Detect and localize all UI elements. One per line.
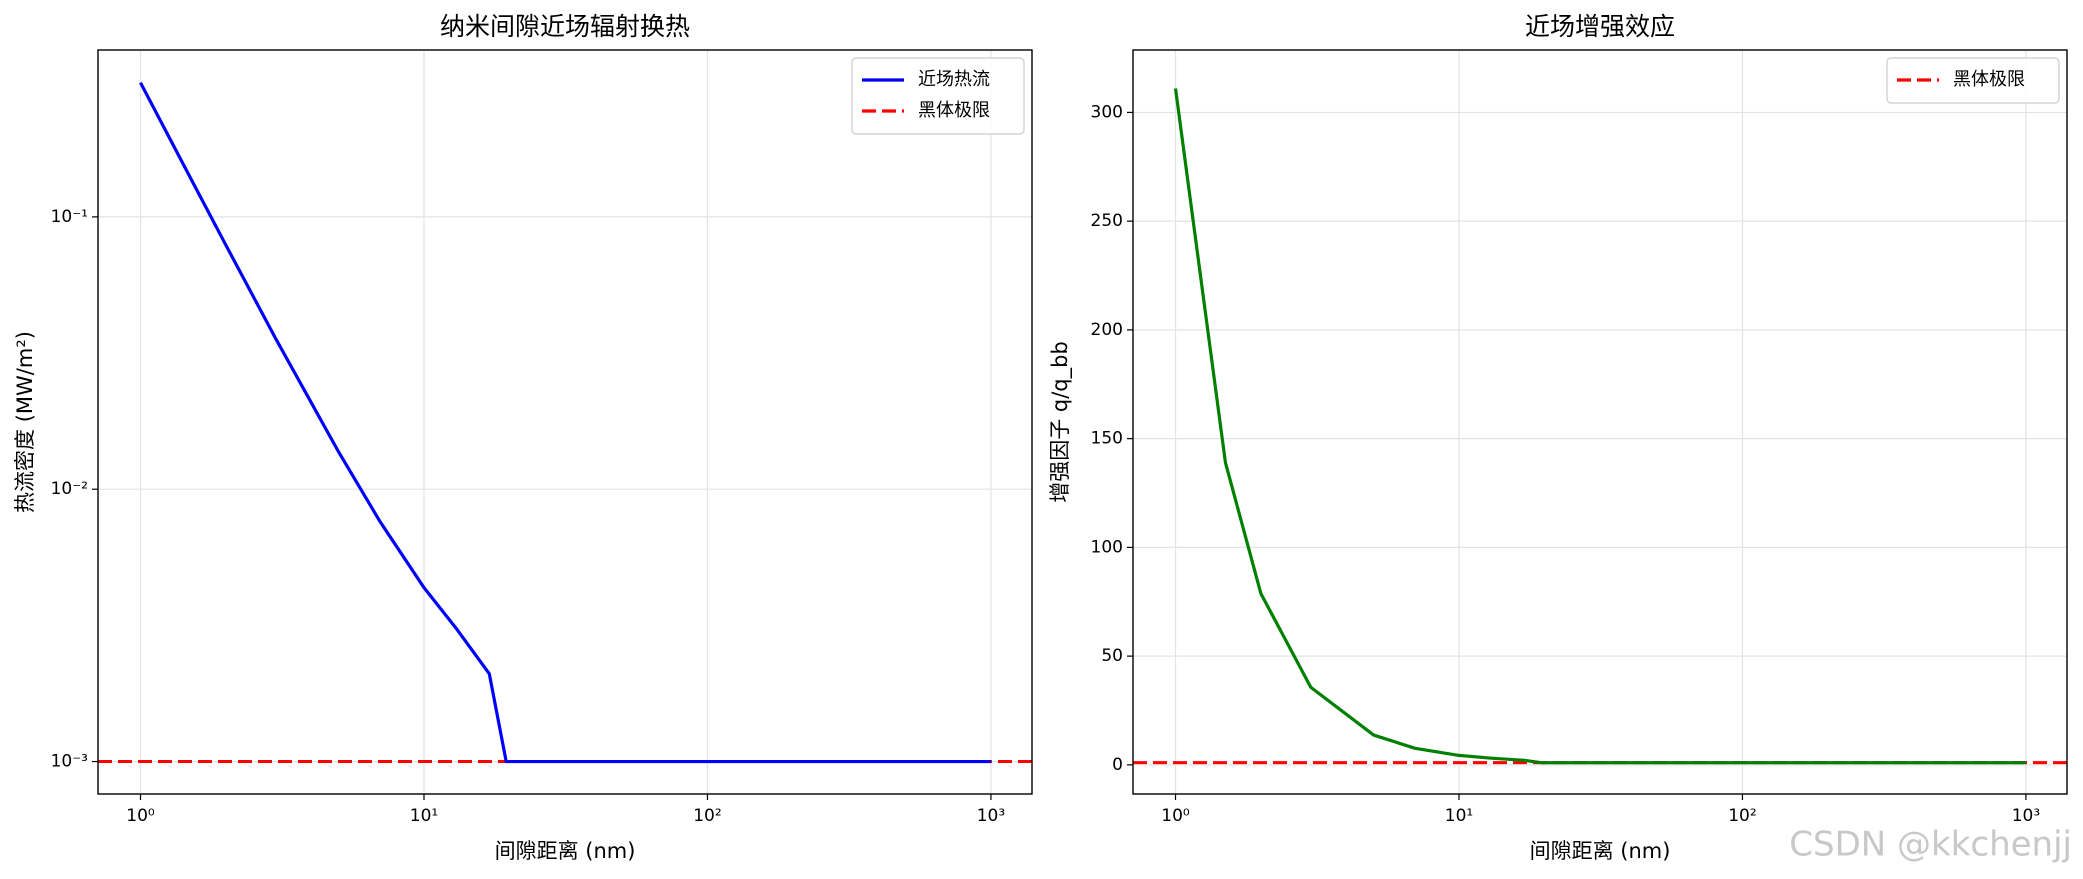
y-axis-label: 增强因子 q/q_bb [1048, 341, 1073, 503]
y-tick-label: 150 [1091, 429, 1123, 449]
x-tick-label: 10³ [2012, 806, 2040, 826]
plot-frame [97, 49, 1033, 795]
y-tick-label: 0 [1112, 755, 1123, 775]
x-tick-label: 10⁰ [1161, 806, 1190, 826]
y-tick-label: 200 [1091, 320, 1123, 340]
legend-label: 近场热流 [918, 69, 990, 90]
legend-box [1886, 57, 2060, 104]
x-tick-label: 10¹ [1445, 806, 1473, 826]
data-line [139, 81, 991, 764]
x-axis-label: 间隙距离 (nm) [495, 839, 636, 863]
plot-frame [1132, 49, 2068, 795]
x-tick-label: 10³ [977, 806, 1005, 826]
chart-title: 纳米间隙近场辐射换热 [440, 12, 690, 41]
x-tick-label: 10¹ [410, 806, 438, 826]
y-tick-label: 10⁻³ [51, 752, 88, 772]
y-tick-label: 100 [1091, 537, 1123, 557]
y-tick-label: 250 [1091, 211, 1123, 231]
x-tick-label: 10² [1728, 806, 1756, 826]
y-tick-label: 300 [1091, 102, 1123, 122]
legend-label: 黑体极限 [1953, 69, 2025, 90]
y-tick-label: 50 [1101, 646, 1123, 666]
data-line [1173, 88, 2026, 765]
chart-title: 近场增强效应 [1525, 12, 1675, 41]
y-tick-label: 10⁻² [51, 479, 88, 499]
legend-box [851, 57, 1025, 135]
y-axis-label: 热流密度 (MW/m²) [13, 331, 37, 513]
x-axis-label: 间隙距离 (nm) [1530, 839, 1671, 863]
watermark: CSDN @kkchenjj [1789, 825, 2072, 865]
x-tick-label: 10² [693, 806, 721, 826]
y-tick-label: 10⁻¹ [51, 207, 88, 227]
x-tick-label: 10⁰ [126, 806, 155, 826]
legend-label: 黑体极限 [918, 100, 990, 121]
